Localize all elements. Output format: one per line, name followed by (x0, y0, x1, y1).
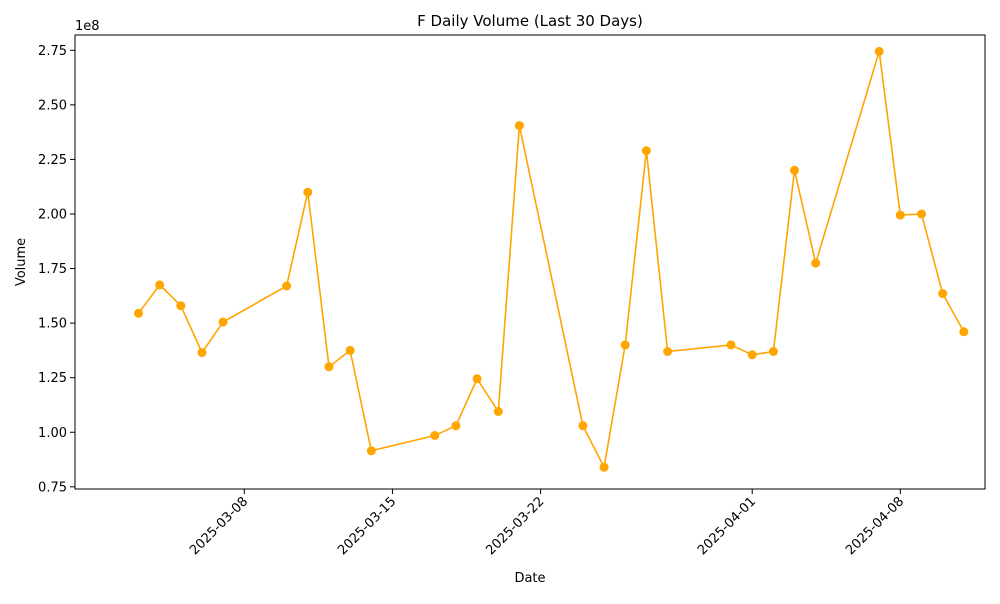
data-point (282, 281, 292, 291)
x-tick-label: 2025-03-22 (483, 494, 547, 558)
plot-area-frame (74, 34, 986, 490)
data-point (303, 187, 313, 197)
data-point (895, 210, 905, 220)
y-axis-label: Volume (14, 238, 29, 286)
data-point (514, 121, 524, 131)
y-tick-label: 2.50 (38, 98, 67, 113)
y-tick-label: 1.75 (38, 262, 67, 277)
data-point (663, 347, 673, 356)
x-axis: 2025-03-08 2025-03-15 2025-03-22 2025-04-01… (187, 489, 907, 558)
data-point (430, 431, 440, 440)
data-point (155, 280, 165, 290)
data-point (578, 421, 588, 431)
data-point (324, 362, 334, 372)
y-tick-label: 0.75 (38, 480, 67, 495)
x-axis-label: Date (514, 571, 545, 586)
x-tick-label: 2025-04-01 (695, 494, 759, 558)
data-point (811, 258, 821, 268)
series-points (134, 46, 969, 472)
data-point (917, 209, 926, 219)
data-point (345, 345, 355, 355)
data-point (726, 340, 736, 350)
y-tick-label: 1.50 (38, 317, 67, 332)
x-tick-label: 2025-03-15 (335, 494, 399, 558)
data-point (218, 317, 228, 327)
data-point (176, 301, 186, 311)
data-point (790, 165, 799, 175)
data-point (938, 289, 948, 299)
y-tick-label: 2.00 (38, 207, 67, 222)
chart-title: F Daily Volume (Last 30 Days) (417, 12, 643, 30)
data-point (641, 146, 651, 156)
y-tick-label: 2.25 (38, 153, 67, 168)
data-point (747, 350, 757, 360)
series-line (137, 51, 965, 470)
y-tick-label: 2.75 (38, 44, 67, 59)
data-point (366, 446, 376, 456)
data-point (472, 374, 482, 384)
x-tick-label: 2025-04-08 (843, 494, 907, 558)
y-tick-label: 1.25 (38, 371, 67, 386)
data-point (451, 421, 461, 431)
data-point (599, 462, 609, 472)
data-point (134, 308, 143, 318)
data-point (959, 327, 969, 337)
data-point (197, 348, 207, 358)
y-axis: 0.75 1.00 1.25 1.50 1.75 2.00 2.25 2.50 2.75 (38, 44, 75, 495)
y-tick-label: 1.00 (38, 426, 67, 441)
data-point (620, 340, 630, 350)
data-point (768, 347, 778, 356)
data-point (493, 407, 503, 416)
x-tick-label: 2025-03-08 (187, 494, 251, 558)
data-point (874, 46, 884, 56)
y-axis-multiplier: 1e8 (75, 19, 100, 34)
